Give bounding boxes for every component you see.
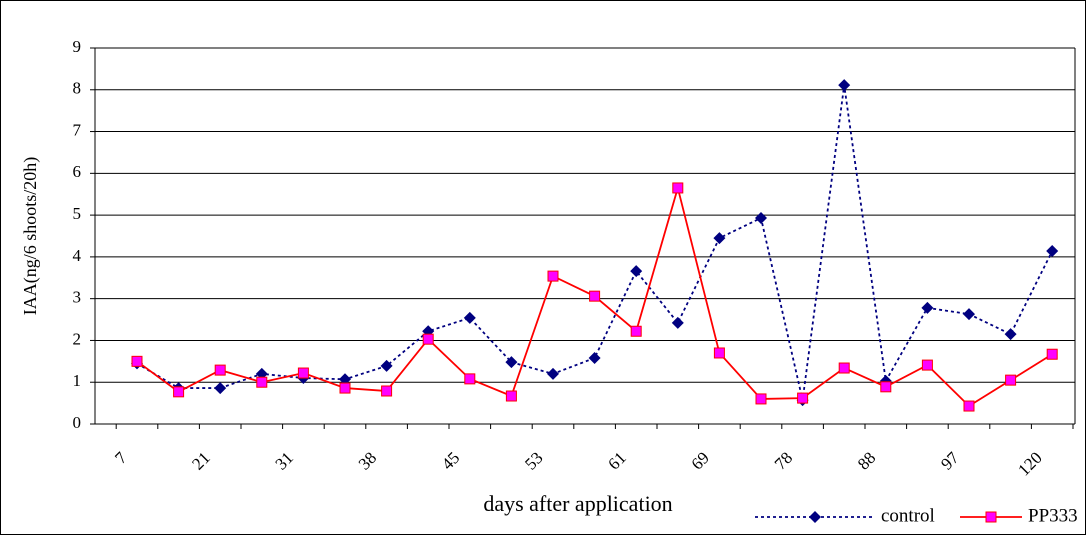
- y-tick-label: 2: [73, 329, 82, 348]
- y-tick-label: 3: [73, 288, 82, 307]
- marker: [215, 365, 225, 375]
- y-tick-label: 9: [73, 37, 82, 56]
- legend-label: control: [881, 505, 935, 526]
- marker: [673, 183, 683, 193]
- marker: [298, 368, 308, 378]
- marker: [382, 386, 392, 396]
- y-tick-label: 0: [73, 413, 82, 432]
- marker: [1006, 375, 1016, 385]
- marker: [631, 326, 641, 336]
- y-tick-label: 4: [73, 246, 82, 265]
- chart-border: [1, 1, 1086, 535]
- x-axis-title: days after application: [483, 491, 672, 516]
- marker: [548, 271, 558, 281]
- y-tick-label: 7: [73, 120, 82, 139]
- marker: [506, 391, 516, 401]
- chart: IAA(ng/6 shoots/20h) days after applicat…: [0, 0, 1086, 535]
- y-axis-title: IAA(ng/6 shoots/20h): [20, 157, 41, 316]
- marker: [964, 401, 974, 411]
- marker: [340, 383, 350, 393]
- marker: [756, 394, 766, 404]
- marker: [423, 334, 433, 344]
- legend-label: PP333: [1028, 505, 1078, 526]
- marker: [714, 348, 724, 358]
- marker: [922, 360, 932, 370]
- marker: [590, 291, 600, 301]
- marker: [465, 374, 475, 384]
- y-tick-label: 6: [73, 162, 82, 181]
- marker: [132, 356, 142, 366]
- marker: [174, 387, 184, 397]
- y-tick-label: 5: [73, 204, 82, 223]
- legend-marker: [986, 512, 996, 522]
- y-tick-label: 8: [73, 79, 82, 98]
- marker: [798, 393, 808, 403]
- marker: [1047, 349, 1057, 359]
- marker: [881, 382, 891, 392]
- y-tick-label: 1: [73, 371, 82, 390]
- marker: [257, 377, 267, 387]
- marker: [839, 363, 849, 373]
